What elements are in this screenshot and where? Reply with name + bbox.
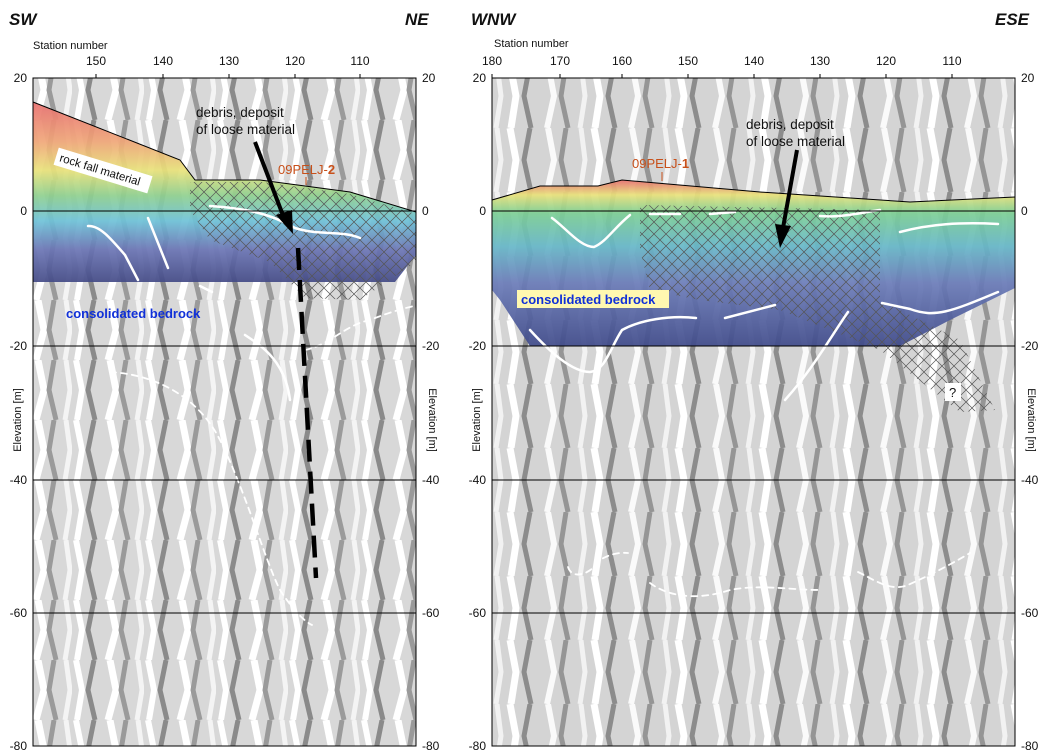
right-debris-label-line1: debris, deposit — [746, 117, 834, 132]
right-bedrock-label: consolidated bedrock — [521, 292, 656, 307]
left-elev-tick-right: 0 — [422, 204, 429, 218]
well-label-09pelj-1: 09PELJ-1 — [632, 156, 689, 171]
left-elev-tick-right: -80 — [422, 739, 440, 753]
left-elev-tick: -80 — [10, 739, 28, 753]
right-section-panel: WNW ESE Station number 180 170 160 150 1… — [469, 10, 1039, 753]
right-y-axis-label: Elevation [m] — [471, 388, 483, 452]
right-station-tick: 130 — [810, 54, 830, 68]
left-debris-label-line1: debris, deposit — [196, 105, 284, 120]
right-elev-tick-right: -20 — [1021, 339, 1039, 353]
right-elev-tick-right: -80 — [1021, 739, 1039, 753]
left-station-tick: 110 — [350, 54, 369, 68]
left-elev-tick-right: -60 — [422, 606, 440, 620]
left-debris-arrowhead — [276, 210, 293, 234]
left-station-tick: 130 — [219, 54, 239, 68]
left-elev-tick-right: -20 — [422, 339, 440, 353]
right-elev-tick: -60 — [469, 606, 487, 620]
left-elev-tick: -20 — [10, 339, 28, 353]
right-elev-tick-right: 20 — [1021, 71, 1035, 85]
right-y-axis-label-right: Elevation [m] — [1025, 388, 1037, 452]
left-elev-tick: -60 — [10, 606, 28, 620]
right-elev-tick-right: -40 — [1021, 473, 1039, 487]
question-mark: ? — [949, 385, 956, 400]
right-station-tick: 160 — [612, 54, 632, 68]
left-direction-ne: NE — [405, 10, 429, 29]
left-elev-tick: 20 — [14, 71, 28, 85]
right-elev-tick-right: -60 — [1021, 606, 1039, 620]
left-elev-tick-right: -40 — [422, 473, 440, 487]
left-debris-arrow — [253, 141, 286, 219]
left-topography — [32, 101, 417, 213]
right-elev-tick: -80 — [469, 739, 487, 753]
left-section-panel: SW NE Station number 150 140 130 120 110… — [9, 10, 440, 753]
right-grayscale-radargram — [492, 78, 1015, 746]
right-elev-tick: -20 — [469, 339, 487, 353]
right-station-tick: 150 — [678, 54, 698, 68]
right-station-tick: 140 — [744, 54, 764, 68]
right-elev-tick: -40 — [469, 473, 487, 487]
question-mark-bg — [945, 383, 961, 401]
right-elev-tick-right: 0 — [1021, 204, 1028, 218]
left-station-tick: 140 — [153, 54, 173, 68]
right-elev-tick: 0 — [479, 204, 486, 218]
well-label-09pelj-2: 09PELJ-2 — [278, 162, 335, 177]
right-topography — [491, 179, 1016, 203]
left-bedrock-label: consolidated bedrock — [66, 306, 201, 321]
left-station-tick: 120 — [285, 54, 305, 68]
left-elev-tick: -40 — [10, 473, 28, 487]
right-elev-tick: 20 — [473, 71, 487, 85]
left-elev-tick-right: 20 — [422, 71, 436, 85]
left-debris-label-line2: of loose material — [196, 122, 295, 137]
left-station-axis-title: Station number — [33, 40, 108, 52]
right-station-tick: 110 — [942, 54, 961, 68]
right-station-tick: 170 — [550, 54, 570, 68]
right-station-axis-title: Station number — [494, 38, 569, 50]
right-debris-arrow — [781, 149, 799, 229]
left-fault-line — [295, 247, 319, 579]
right-direction-ese: ESE — [995, 10, 1030, 29]
right-direction-wnw: WNW — [471, 10, 517, 29]
right-debris-label-line2: of loose material — [746, 134, 845, 149]
left-frame — [32, 77, 417, 747]
left-elev-tick: 0 — [20, 204, 27, 218]
right-debris-arrowhead — [775, 224, 791, 248]
left-direction-sw: SW — [9, 10, 38, 29]
right-bedrock-label-bg — [517, 290, 669, 308]
left-station-tick: 150 — [86, 54, 106, 68]
right-station-tick: 120 — [876, 54, 896, 68]
left-y-axis-label-right: Elevation [m] — [426, 388, 438, 452]
right-debris-hatch — [640, 205, 995, 412]
left-y-axis-label: Elevation [m] — [12, 388, 24, 452]
right-station-tick: 180 — [482, 54, 502, 68]
